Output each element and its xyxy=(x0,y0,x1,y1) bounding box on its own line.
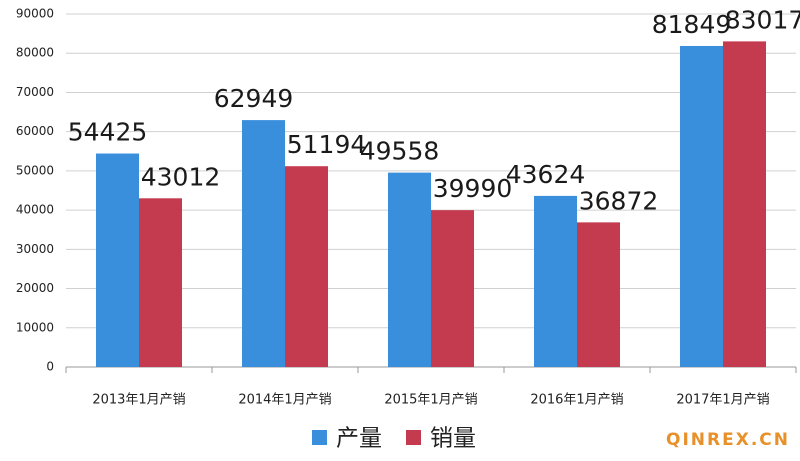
bar xyxy=(242,120,285,367)
x-tick-label: 2013年1月产销 xyxy=(92,393,185,408)
bar xyxy=(577,222,620,367)
value-label: 36872 xyxy=(579,186,659,215)
legend-swatch xyxy=(312,430,327,445)
value-label: 83017 xyxy=(725,5,800,34)
y-tick-label: 40000 xyxy=(16,203,54,217)
x-tick-label: 2014年1月产销 xyxy=(238,393,331,408)
x-tick-label: 2016年1月产销 xyxy=(530,393,623,408)
bar xyxy=(388,172,431,367)
bar xyxy=(680,45,723,367)
bar xyxy=(96,153,139,367)
y-tick-label: 10000 xyxy=(16,320,54,334)
bar xyxy=(723,41,766,367)
y-tick-label: 60000 xyxy=(16,124,54,138)
y-tick-label: 30000 xyxy=(16,242,54,256)
watermark: QINREX.CN xyxy=(666,430,790,450)
value-label: 39990 xyxy=(433,174,513,203)
legend-swatch xyxy=(406,430,421,445)
y-tick-label: 20000 xyxy=(16,281,54,295)
legend-label: 销量 xyxy=(430,426,476,452)
bar xyxy=(534,195,577,367)
legend-label: 产量 xyxy=(336,426,382,452)
value-label: 43012 xyxy=(141,162,221,191)
bar xyxy=(285,166,328,367)
value-label: 62949 xyxy=(214,84,294,113)
value-label: 54425 xyxy=(68,118,148,147)
value-label: 51194 xyxy=(287,130,367,159)
bar xyxy=(431,210,474,367)
y-tick-label: 70000 xyxy=(16,85,54,99)
y-tick-label: 50000 xyxy=(16,163,54,177)
x-tick-label: 2017年1月产销 xyxy=(676,393,769,408)
y-tick-label: 80000 xyxy=(16,46,54,60)
y-tick-label: 90000 xyxy=(16,7,54,21)
value-label: 81849 xyxy=(652,10,732,39)
bar xyxy=(139,198,182,367)
y-tick-label: 0 xyxy=(46,360,54,374)
value-label: 49558 xyxy=(360,137,440,166)
x-tick-label: 2015年1月产销 xyxy=(384,393,477,408)
value-label: 43624 xyxy=(506,160,586,189)
